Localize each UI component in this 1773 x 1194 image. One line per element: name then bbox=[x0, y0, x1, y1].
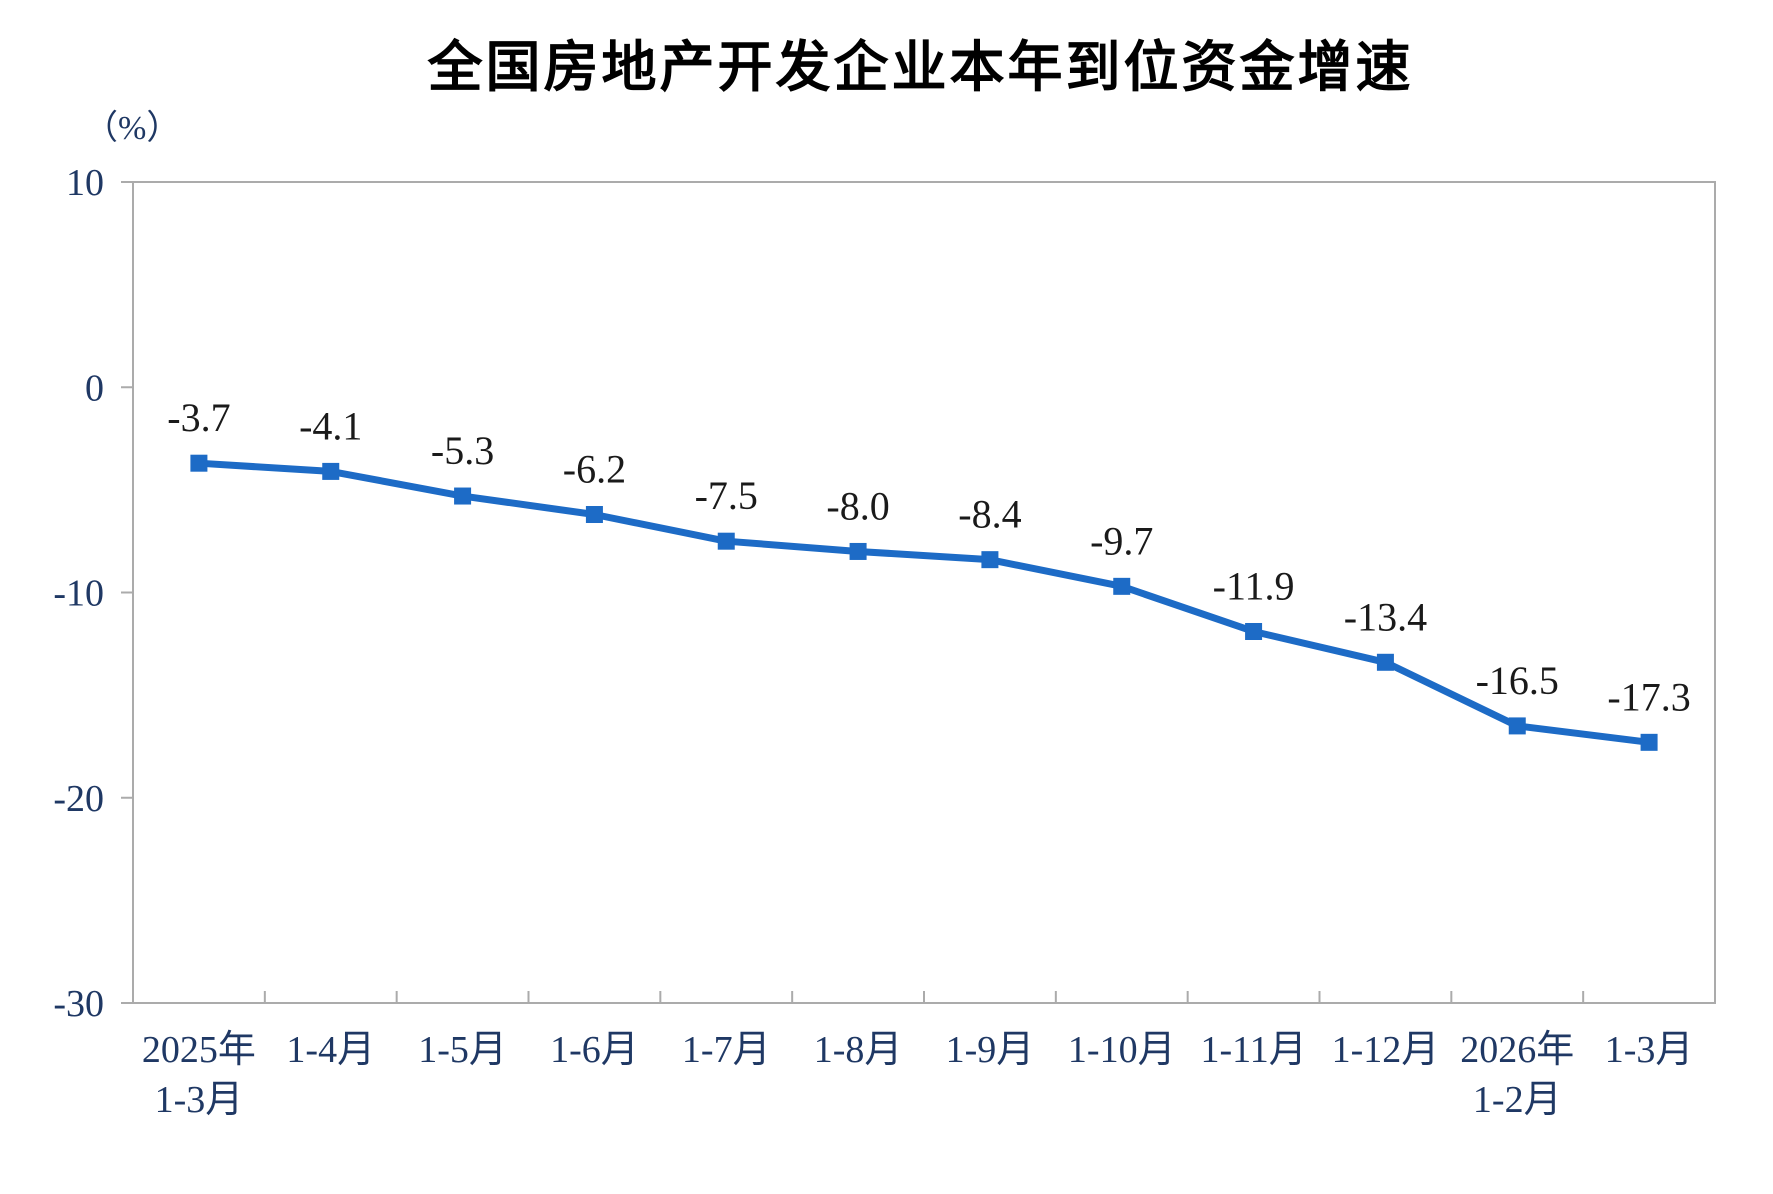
x-axis-tick-label: 1-9月 bbox=[946, 1029, 1035, 1071]
chart-title: 全国房地产开发企业本年到位资金增速 bbox=[427, 36, 1414, 98]
x-axis-tick-label: 1-10月 bbox=[1068, 1029, 1176, 1071]
data-point-label: -13.4 bbox=[1344, 594, 1427, 639]
plot-frame bbox=[132, 181, 1716, 1004]
x-axis-tick-label: 1-3月 bbox=[1605, 1029, 1694, 1071]
x-axis-tick-label: 1-6月 bbox=[550, 1029, 639, 1071]
x-axis-tick-label: 2025年 bbox=[142, 1029, 256, 1071]
data-point-label: -9.7 bbox=[1090, 518, 1153, 563]
x-axis-tick-label: 1-8月 bbox=[814, 1029, 903, 1071]
data-point-marker bbox=[1508, 717, 1526, 735]
y-axis-tick-label: 0 bbox=[85, 367, 104, 409]
data-point-marker bbox=[1376, 653, 1394, 671]
data-point-marker bbox=[1640, 733, 1658, 751]
data-point-label: -4.1 bbox=[299, 403, 362, 448]
x-axis-tick-label: 1-12月 bbox=[1332, 1029, 1440, 1071]
x-axis-tick-label: 1-2月 bbox=[1473, 1079, 1562, 1121]
data-point-label: -3.7 bbox=[167, 395, 230, 440]
data-point-marker bbox=[322, 462, 340, 480]
x-axis-tick-label: 1-3月 bbox=[155, 1079, 244, 1121]
y-axis-tick-label: -10 bbox=[53, 573, 104, 615]
x-axis-tick-label: 1-7月 bbox=[682, 1029, 771, 1071]
y-axis-tick-label: -30 bbox=[53, 983, 104, 1025]
data-point-marker bbox=[1245, 622, 1263, 640]
data-point-marker bbox=[1113, 577, 1131, 595]
data-point-marker bbox=[190, 454, 208, 472]
x-axis-tick-label: 1-5月 bbox=[418, 1029, 507, 1071]
data-point-marker bbox=[981, 551, 999, 569]
y-axis-tick-label: 10 bbox=[66, 162, 104, 204]
data-point-marker bbox=[454, 487, 472, 505]
data-point-label: -7.5 bbox=[695, 473, 758, 518]
data-point-label: -11.9 bbox=[1213, 563, 1295, 608]
data-point-marker bbox=[717, 532, 735, 550]
data-point-label: -16.5 bbox=[1476, 658, 1559, 703]
data-line bbox=[195, 459, 1653, 746]
data-point-marker bbox=[849, 542, 867, 560]
x-axis-tick-label: 1-4月 bbox=[286, 1029, 375, 1071]
data-point-label: -8.4 bbox=[958, 492, 1021, 537]
data-point-marker bbox=[585, 506, 603, 524]
data-point-label: -6.2 bbox=[563, 447, 626, 492]
data-point-label: -5.3 bbox=[431, 428, 494, 473]
y-axis-unit-label: （%） bbox=[84, 110, 181, 147]
x-axis-tick-label: 1-11月 bbox=[1200, 1029, 1306, 1071]
y-axis-tick-label: -20 bbox=[53, 778, 104, 820]
x-axis-tick-label: 2026年 bbox=[1460, 1029, 1574, 1071]
data-point-label: -17.3 bbox=[1607, 674, 1690, 719]
data-point-label: -8.0 bbox=[826, 483, 889, 528]
